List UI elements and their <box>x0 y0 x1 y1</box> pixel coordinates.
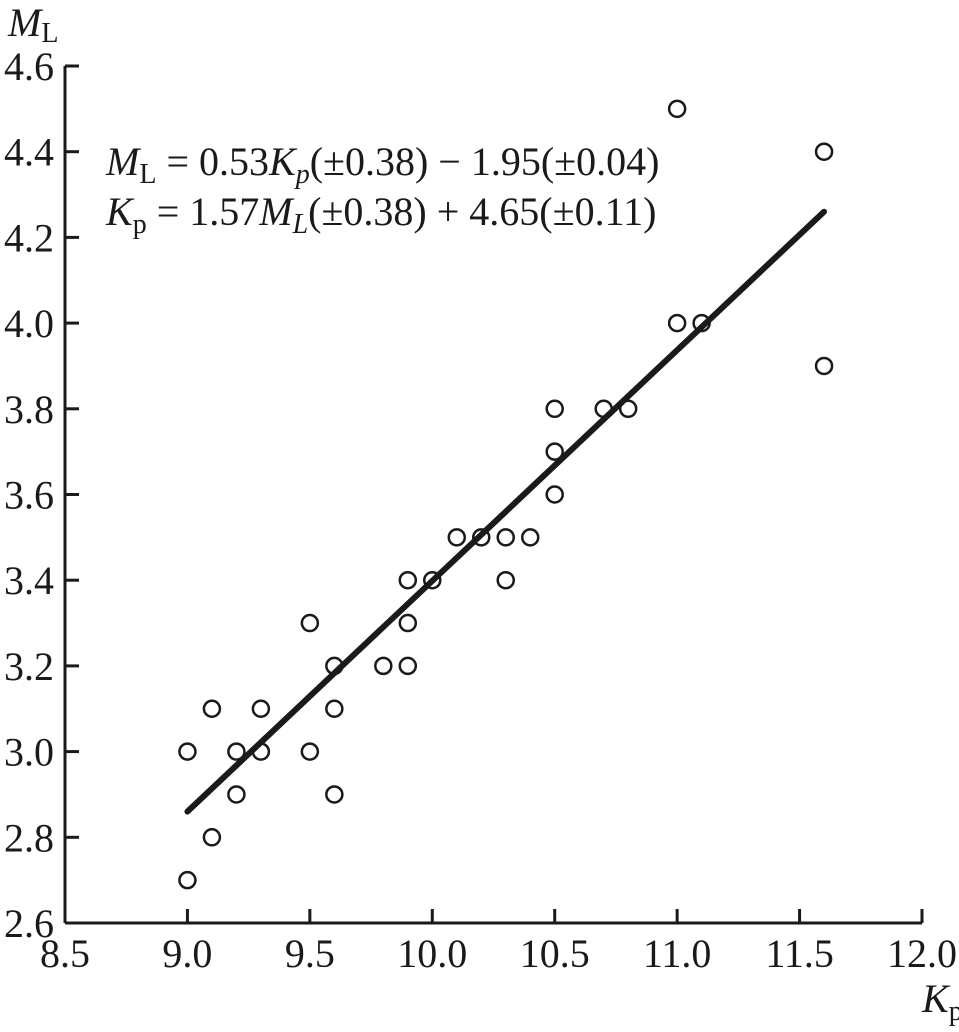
y-tick-label: 3.8 <box>4 387 54 432</box>
x-tick-label: 10.5 <box>520 931 590 976</box>
data-point <box>227 742 246 761</box>
data-point <box>545 485 564 504</box>
data-point <box>545 442 564 461</box>
x-tick-label: 11.5 <box>765 931 834 976</box>
x-axis-title: Kp <box>921 976 959 1027</box>
y-tick-label: 3.2 <box>4 644 54 689</box>
data-point <box>423 570 442 590</box>
x-tick-label: 12.0 <box>887 931 957 976</box>
data-point <box>374 656 393 676</box>
data-point <box>398 613 418 633</box>
data-point <box>472 528 491 547</box>
x-tick-label: 8.5 <box>40 931 90 976</box>
data-point <box>178 742 197 761</box>
x-tick-label: 10.0 <box>397 931 467 976</box>
regression-line <box>184 208 828 815</box>
data-point <box>300 742 320 761</box>
x-axis-ticks: 8.5 9.0 9.5 10.0 10.5 11.0 11.5 12.0 <box>40 909 957 976</box>
y-tick-label: 4.0 <box>4 301 54 346</box>
data-point <box>667 99 687 119</box>
data-point <box>814 142 834 161</box>
data-point <box>325 785 344 804</box>
y-tick-label: 3.6 <box>4 473 54 518</box>
data-point <box>300 613 320 633</box>
y-tick-label: 4.4 <box>4 130 54 175</box>
y-axis-title: ML <box>7 0 58 49</box>
data-point <box>251 699 271 718</box>
y-axis-ticks: 2.6 2.8 3.0 3.2 3.4 3.6 3.8 4.0 4.2 4.4 4.6 <box>4 44 79 946</box>
data-point <box>692 313 711 333</box>
data-point <box>447 528 467 547</box>
data-point <box>202 828 222 847</box>
data-point <box>227 785 246 804</box>
x-tick-label: 11.0 <box>643 931 712 976</box>
data-point <box>520 528 540 547</box>
x-tick-label: 9.5 <box>285 931 335 976</box>
y-tick-label: 3.4 <box>4 558 54 603</box>
data-point <box>398 570 418 590</box>
equation-1: ML = 0.53Kp(±0.38) − 1.95(±0.04) <box>105 139 659 190</box>
data-point <box>178 870 197 890</box>
data-point <box>545 399 564 419</box>
data-point <box>618 399 638 419</box>
data-point <box>496 528 515 547</box>
data-points <box>178 99 834 890</box>
data-point <box>814 356 834 376</box>
data-point <box>325 656 344 676</box>
data-point <box>202 699 222 718</box>
data-point <box>667 313 687 333</box>
data-point <box>496 570 515 590</box>
y-tick-label: 3.0 <box>4 730 54 775</box>
y-tick-label: 4.6 <box>4 44 54 89</box>
x-tick-label: 9.0 <box>162 931 212 976</box>
data-point <box>325 699 344 718</box>
data-point <box>594 399 613 419</box>
data-point <box>251 742 271 761</box>
equation-2: Kp = 1.57ML(±0.38) + 4.65(±0.11) <box>105 189 656 240</box>
y-tick-label: 2.8 <box>4 815 54 860</box>
y-tick-label: 2.6 <box>4 901 54 946</box>
y-tick-label: 4.2 <box>4 215 54 260</box>
data-point <box>398 656 418 676</box>
